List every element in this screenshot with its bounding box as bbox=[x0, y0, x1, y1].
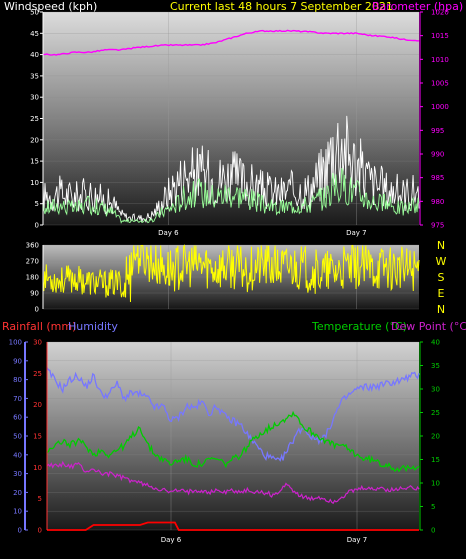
x-day-label: Day 7 bbox=[347, 536, 368, 544]
wind-direction-series-line bbox=[42, 244, 420, 302]
compass-label: W bbox=[436, 255, 447, 268]
climate-series bbox=[46, 367, 420, 531]
climate-x-labels: Day 6 Day 7 bbox=[161, 536, 368, 544]
barometer-ticks: 975 980 985 990 995 1000 1005 1010 1015 1020 bbox=[419, 9, 449, 230]
barometer-tick-label: 1005 bbox=[431, 80, 449, 88]
humidity-tick-label: 0 bbox=[18, 527, 22, 535]
wind-series bbox=[42, 29, 420, 224]
humidity-series-line bbox=[46, 367, 420, 462]
direction-series bbox=[42, 244, 420, 302]
direction-tick-label: 180 bbox=[26, 274, 39, 282]
direction-ticks: 0 90 180 270 360 bbox=[26, 242, 44, 314]
humidity-tick-label: 60 bbox=[13, 414, 22, 422]
wind-speed-ticks: 0 5 10 15 20 25 30 35 40 45 50 bbox=[30, 9, 44, 230]
temperature-tick-label: 20 bbox=[431, 433, 440, 441]
rainfall-tick-label: 10 bbox=[33, 464, 42, 472]
temperature-tick-label: 10 bbox=[431, 480, 440, 488]
x-day-label: Day 6 bbox=[161, 536, 182, 544]
direction-tick-label: 90 bbox=[30, 290, 39, 298]
compass-label: N bbox=[437, 303, 445, 316]
wind-tick-label: 35 bbox=[30, 72, 39, 80]
temperature-tick-label: 25 bbox=[431, 409, 440, 417]
compass-label: S bbox=[438, 271, 445, 284]
wind-tick-label: 20 bbox=[30, 136, 39, 144]
humidity-ticks: 0 10 20 30 40 50 60 70 80 90 100 bbox=[9, 339, 28, 535]
legend-rainfall: Rainfall (mm) bbox=[2, 320, 76, 333]
x-day-label: Day 7 bbox=[346, 229, 367, 237]
compass-label: N bbox=[437, 239, 445, 252]
humidity-tick-label: 100 bbox=[9, 339, 22, 347]
rainfall-tick-label: 15 bbox=[33, 433, 42, 441]
humidity-tick-label: 40 bbox=[13, 451, 22, 459]
rain-humidity-temperature-panel: 0 10 20 30 40 50 60 70 80 90 100 0 5 10 15 20 25 30 0 5 10… bbox=[9, 339, 440, 545]
wind-tick-label: 15 bbox=[30, 158, 39, 166]
legend-temperature: Temperature (°C) bbox=[311, 320, 407, 333]
temperature-tick-label: 15 bbox=[431, 456, 440, 464]
compass-label: E bbox=[438, 287, 445, 300]
rainfall-ticks: 0 5 10 15 20 25 30 bbox=[33, 339, 48, 535]
temperature-tick-label: 5 bbox=[431, 503, 435, 511]
temperature-tick-label: 0 bbox=[431, 527, 435, 535]
wind-tick-label: 5 bbox=[35, 200, 39, 208]
wind-x-labels: Day 6 Day 7 bbox=[158, 229, 367, 237]
wind-tick-label: 45 bbox=[30, 30, 39, 38]
gust-series-line bbox=[42, 115, 420, 224]
average-wind-series-line bbox=[42, 167, 420, 224]
x-day-label: Day 6 bbox=[158, 229, 179, 237]
rainfall-tick-label: 30 bbox=[33, 339, 42, 347]
barometer-tick-label: 995 bbox=[431, 127, 444, 135]
humidity-tick-label: 50 bbox=[13, 433, 22, 441]
wind-axis-title: Windspeed (kph) bbox=[4, 0, 97, 13]
barometer-tick-label: 1000 bbox=[431, 103, 449, 111]
rainfall-tick-label: 0 bbox=[38, 527, 42, 535]
humidity-tick-label: 30 bbox=[13, 470, 22, 478]
wind-tick-label: 30 bbox=[30, 94, 39, 102]
barometer-tick-label: 1010 bbox=[431, 56, 449, 64]
wind-tick-label: 0 bbox=[35, 222, 39, 230]
chart-main-title: Current last 48 hours 7 September 2021 bbox=[170, 0, 393, 13]
rainfall-tick-label: 20 bbox=[33, 401, 42, 409]
temperature-tick-label: 30 bbox=[431, 386, 440, 394]
barometer-tick-label: 1015 bbox=[431, 32, 449, 40]
temperature-tick-label: 35 bbox=[431, 362, 440, 370]
wind-tick-label: 10 bbox=[30, 179, 39, 187]
rainfall-series-line bbox=[47, 521, 419, 531]
barometer-tick-label: 1020 bbox=[431, 9, 449, 17]
barometer-tick-label: 990 bbox=[431, 151, 444, 159]
legend-dew-point: Dew Point (°C) bbox=[391, 320, 466, 333]
wind-tick-label: 25 bbox=[30, 115, 39, 123]
humidity-tick-label: 10 bbox=[13, 508, 22, 516]
temperature-tick-label: 40 bbox=[431, 339, 440, 347]
dew-point-series-line bbox=[46, 460, 420, 505]
humidity-tick-label: 20 bbox=[13, 489, 22, 497]
barometer-tick-label: 975 bbox=[431, 222, 444, 230]
temperature-series-line bbox=[46, 410, 420, 473]
humidity-tick-label: 80 bbox=[13, 376, 22, 384]
barometer-tick-label: 985 bbox=[431, 174, 444, 182]
direction-tick-label: 0 bbox=[35, 306, 39, 314]
temperature-ticks: 0 5 10 15 20 25 30 35 40 bbox=[419, 339, 440, 535]
humidity-tick-label: 70 bbox=[13, 395, 22, 403]
direction-tick-label: 360 bbox=[26, 242, 39, 250]
humidity-tick-label: 90 bbox=[13, 357, 22, 365]
wind-tick-label: 40 bbox=[30, 51, 39, 59]
direction-tick-label: 270 bbox=[26, 258, 39, 266]
barometer-tick-label: 980 bbox=[431, 198, 444, 206]
rainfall-tick-label: 25 bbox=[33, 370, 42, 378]
legend-humidity: Humidity bbox=[68, 320, 118, 333]
rainfall-tick-label: 5 bbox=[38, 495, 42, 503]
barometer-axis-title: Barometer (hpa) bbox=[372, 0, 463, 13]
wind-tick-label: 50 bbox=[30, 9, 39, 17]
barometer-series-line bbox=[42, 29, 420, 56]
